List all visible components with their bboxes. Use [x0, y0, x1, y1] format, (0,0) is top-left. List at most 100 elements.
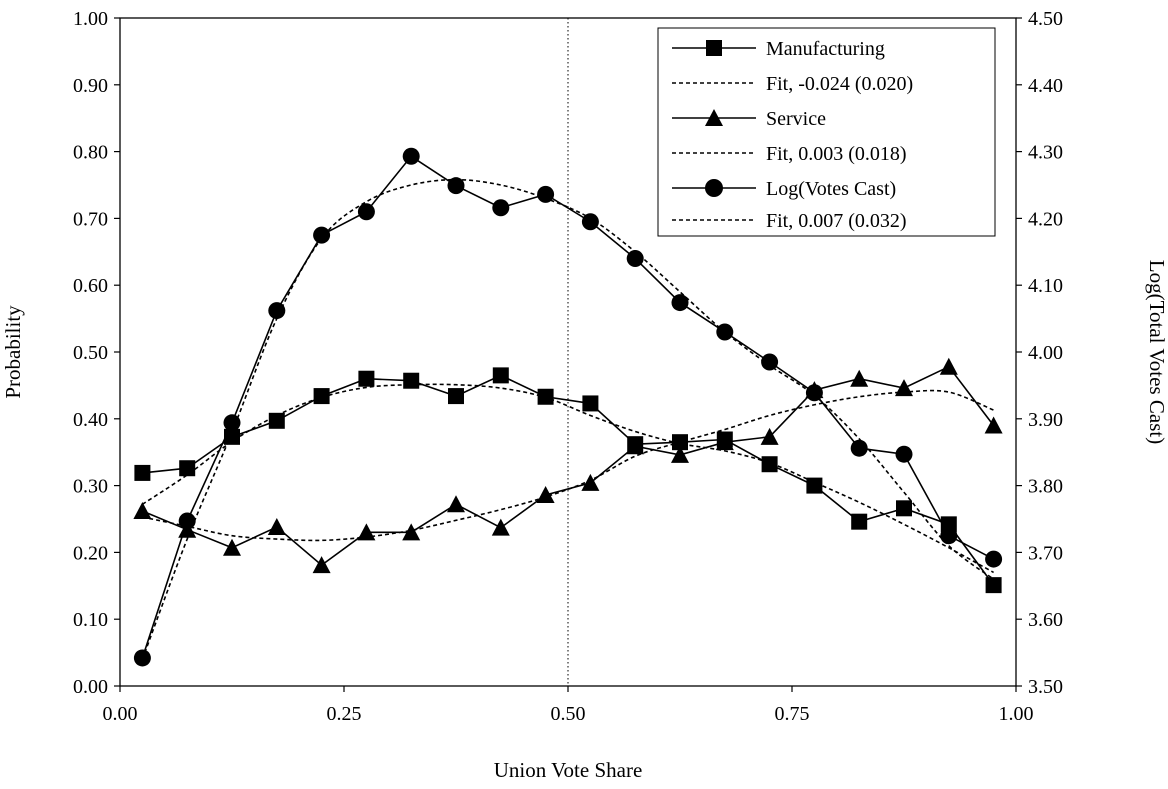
point-log-votes-cast — [402, 147, 420, 165]
y-tick-label: 0.60 — [73, 275, 108, 297]
point-service — [267, 518, 286, 536]
point-manufacturing — [672, 434, 688, 451]
point-log-votes-cast — [223, 414, 241, 432]
x-tick-label: 0.25 — [327, 703, 362, 725]
legend-circle-marker — [705, 179, 723, 197]
point-log-votes-cast — [716, 323, 734, 341]
point-manufacturing — [358, 370, 375, 387]
y-tick-label: 0.40 — [73, 409, 108, 431]
x-tick-label: 0.00 — [103, 703, 138, 725]
x-tick-label: 1.00 — [999, 703, 1034, 725]
point-log-votes-cast — [626, 249, 644, 267]
y2-tick-label: 3.80 — [1028, 476, 1063, 498]
point-manufacturing — [179, 460, 196, 477]
point-manufacturing — [492, 367, 509, 384]
y2-axis-title: Log(Total Votes Cast) — [1145, 260, 1168, 444]
point-service — [581, 473, 600, 491]
x-tick-label: 0.75 — [775, 703, 810, 725]
point-log-votes-cast — [133, 649, 151, 667]
y-tick-label: 0.80 — [73, 142, 108, 164]
point-log-votes-cast — [850, 439, 868, 457]
legend-label-service: Service — [766, 108, 826, 130]
point-manufacturing — [537, 388, 554, 405]
point-service — [357, 523, 376, 541]
series-line-fit-0-024-0-020 — [141, 383, 994, 574]
legend-label-log-votes: Log(Votes Cast) — [766, 178, 896, 200]
legend-label-manufacturing: Manufacturing — [766, 38, 885, 60]
legend-box — [657, 27, 996, 237]
point-log-votes-cast — [940, 527, 958, 545]
point-service — [895, 379, 913, 397]
series-layer — [133, 147, 1003, 667]
point-manufacturing — [224, 428, 240, 445]
legend-triangle-marker — [705, 109, 723, 126]
point-log-votes-cast — [537, 185, 555, 203]
y-axis-title: Probability — [1, 305, 25, 399]
point-log-votes-cast — [761, 353, 779, 371]
y-tick-label: 0.20 — [73, 542, 108, 564]
series-line-fit-0-003-0-018 — [142, 389, 994, 542]
point-service — [984, 416, 1003, 434]
point-manufacturing — [761, 456, 778, 473]
point-log-votes-cast — [313, 226, 331, 244]
y2-tick-label: 3.70 — [1028, 542, 1063, 564]
point-service — [447, 495, 465, 513]
y-tick-label: 0.50 — [73, 342, 108, 364]
y-tick-label: 0.10 — [73, 609, 108, 631]
point-log-votes-cast — [985, 550, 1003, 568]
point-manufacturing — [448, 388, 464, 405]
point-manufacturing — [896, 500, 912, 517]
y2-tick-label: 4.10 — [1028, 275, 1063, 297]
point-service — [312, 556, 331, 574]
point-log-votes-cast — [671, 294, 689, 312]
y2-tick-label: 4.00 — [1028, 342, 1063, 364]
y-tick-label: 1.00 — [73, 8, 108, 30]
point-log-votes-cast — [895, 445, 913, 463]
x-tick-label: 0.50 — [551, 703, 586, 725]
point-service — [671, 445, 689, 463]
point-log-votes-cast — [492, 199, 510, 217]
point-log-votes-cast — [268, 302, 286, 320]
point-log-votes-cast — [447, 177, 465, 195]
series-line-log-votes-cast — [141, 155, 994, 659]
point-service — [491, 518, 510, 536]
point-manufacturing — [268, 412, 285, 429]
y-tick-label: 0.30 — [73, 476, 108, 498]
point-service — [536, 485, 555, 503]
x-axis-title: Union Vote Share — [494, 758, 643, 782]
y2-tick-label: 4.40 — [1028, 75, 1063, 97]
y2-tick-label: 3.50 — [1028, 676, 1063, 698]
y-tick-label: 0.00 — [73, 676, 108, 698]
point-manufacturing — [582, 395, 599, 412]
y2-tick-label: 3.60 — [1028, 609, 1063, 631]
point-manufacturing — [806, 477, 823, 494]
point-manufacturing — [403, 372, 420, 389]
point-manufacturing — [134, 464, 151, 481]
legend-label-fit-log-votes: Fit, 0.007 (0.032) — [766, 210, 907, 232]
y2-tick-label: 4.30 — [1028, 142, 1063, 164]
point-manufacturing — [851, 513, 868, 530]
point-service — [715, 433, 734, 451]
y2-tick-label: 4.50 — [1028, 8, 1063, 30]
point-service — [626, 437, 645, 455]
y-tick-label: 0.70 — [73, 208, 108, 230]
legend-label-fit-service: Fit, 0.003 (0.018) — [766, 143, 907, 165]
legend-square-marker — [706, 40, 722, 56]
y2-tick-label: 4.20 — [1028, 208, 1063, 230]
axes-layer: 0.00 0.25 0.50 0.75 1.00 0.00 0.10 0.20 0.30 0.40… — [73, 8, 1063, 725]
point-service — [850, 369, 869, 387]
y-tick-label: 0.90 — [73, 75, 108, 97]
point-manufacturing — [985, 577, 1002, 594]
y2-tick-label: 3.90 — [1028, 409, 1063, 431]
point-service — [223, 538, 241, 556]
point-log-votes-cast — [178, 512, 196, 530]
point-log-votes-cast — [805, 384, 823, 402]
point-service — [402, 523, 421, 541]
point-service — [760, 427, 779, 445]
point-service — [133, 501, 152, 519]
point-log-votes-cast — [581, 213, 599, 231]
legend-label-fit-manufacturing: Fit, -0.024 (0.020) — [766, 73, 913, 95]
legend: Manufacturing Fit, -0.024 (0.020) Servic… — [657, 27, 996, 237]
point-log-votes-cast — [357, 203, 375, 221]
